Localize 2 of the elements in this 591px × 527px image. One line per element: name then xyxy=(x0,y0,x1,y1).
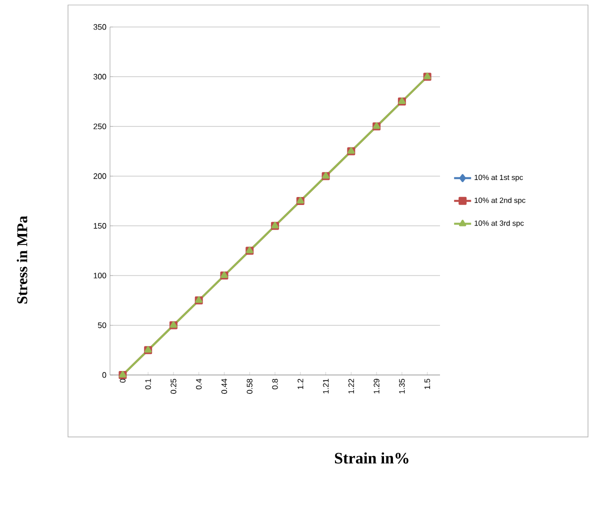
y-axis-title: Stress in MPa xyxy=(16,216,28,304)
x-axis-title: Strain in% xyxy=(334,452,408,464)
